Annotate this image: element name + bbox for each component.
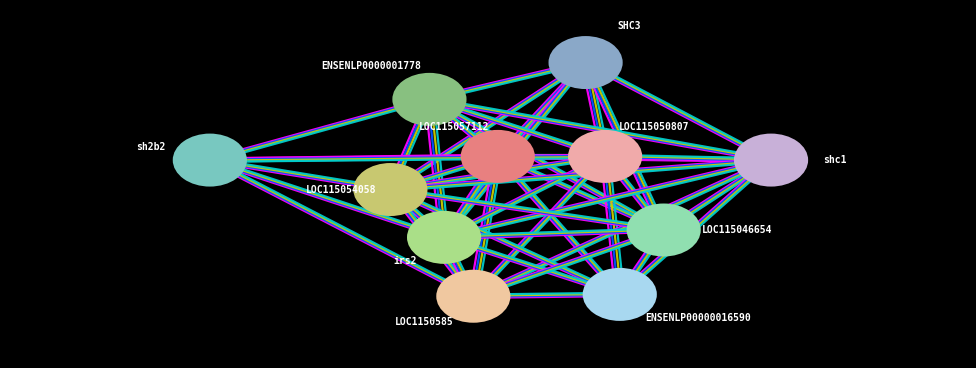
Text: LOC115046654: LOC115046654 [702, 225, 772, 235]
Ellipse shape [627, 204, 701, 256]
Text: LOC1150585: LOC1150585 [395, 317, 454, 327]
Ellipse shape [461, 130, 535, 183]
Text: SHC3: SHC3 [618, 21, 641, 31]
Text: ENSENLP00000016590: ENSENLP00000016590 [645, 313, 751, 323]
Text: ENSENLP0000001778: ENSENLP0000001778 [321, 61, 421, 71]
Text: irs2: irs2 [393, 256, 417, 266]
Ellipse shape [583, 268, 657, 321]
Ellipse shape [549, 36, 623, 89]
Ellipse shape [392, 73, 467, 126]
Ellipse shape [734, 134, 808, 187]
Text: LOC115057112: LOC115057112 [419, 122, 489, 132]
Ellipse shape [407, 211, 481, 264]
Text: shc1: shc1 [823, 155, 846, 165]
Text: LOC115050807: LOC115050807 [619, 122, 689, 132]
Text: LOC115054058: LOC115054058 [306, 184, 377, 195]
Ellipse shape [173, 134, 247, 187]
Ellipse shape [568, 130, 642, 183]
Ellipse shape [353, 163, 427, 216]
Text: sh2b2: sh2b2 [137, 142, 166, 152]
Ellipse shape [436, 270, 510, 323]
